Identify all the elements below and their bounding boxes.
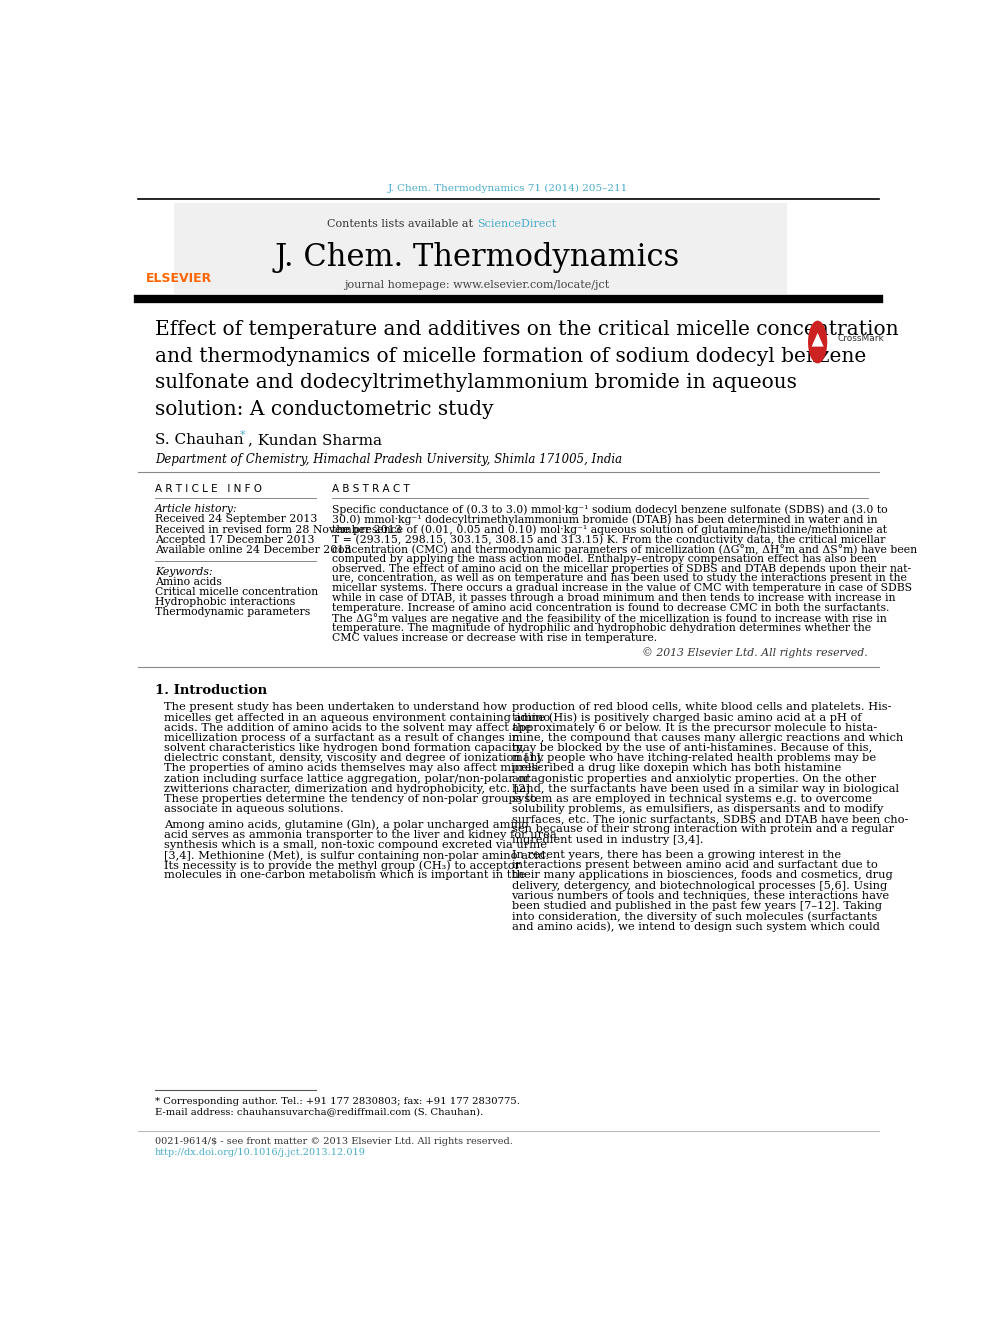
Text: Effect of temperature and additives on the critical micelle concentration
and th: Effect of temperature and additives on t…: [155, 320, 899, 419]
Text: ure, concentration, as well as on temperature and has been used to study the int: ure, concentration, as well as on temper…: [331, 573, 907, 583]
Text: Among amino acids, glutamine (Gln), a polar uncharged amino: Among amino acids, glutamine (Gln), a po…: [165, 819, 529, 830]
Text: Thermodynamic parameters: Thermodynamic parameters: [155, 607, 310, 617]
Text: tidine (His) is positively charged basic amino acid at a pH of: tidine (His) is positively charged basic…: [512, 713, 861, 724]
Text: acids. The addition of amino acids to the solvent may affect the: acids. The addition of amino acids to th…: [165, 722, 532, 733]
Text: ELSEVIER: ELSEVIER: [146, 271, 212, 284]
Text: been studied and published in the past few years [7–12]. Taking: been studied and published in the past f…: [512, 901, 882, 912]
Text: dielectric constant, density, viscosity and degree of ionization [1].: dielectric constant, density, viscosity …: [165, 753, 545, 763]
Text: observed. The effect of amino acid on the micellar properties of SDBS and DTAB d: observed. The effect of amino acid on th…: [331, 564, 911, 574]
Text: mine, the compound that causes many allergic reactions and which: mine, the compound that causes many alle…: [512, 733, 903, 744]
Text: many people who have itching-related health problems may be: many people who have itching-related hea…: [512, 753, 876, 763]
Text: The ΔG°m values are negative and the feasibility of the micellization is found t: The ΔG°m values are negative and the fea…: [331, 613, 887, 623]
Text: molecules in one-carbon metabolism which is important in the: molecules in one-carbon metabolism which…: [165, 871, 526, 880]
Text: production of red blood cells, white blood cells and platelets. His-: production of red blood cells, white blo…: [512, 703, 891, 712]
Text: synthesis which is a small, non-toxic compound excreted via urine: synthesis which is a small, non-toxic co…: [165, 840, 548, 849]
Text: zation including surface lattice aggregation, polar/non-polar or: zation including surface lattice aggrega…: [165, 774, 530, 783]
Text: The properties of amino acids themselves may also affect micelli-: The properties of amino acids themselves…: [165, 763, 543, 774]
Text: acid serves as ammonia transporter to the liver and kidney for urea: acid serves as ammonia transporter to th…: [165, 830, 558, 840]
Text: their many applications in biosciences, foods and cosmetics, drug: their many applications in biosciences, …: [512, 871, 892, 880]
Text: 1. Introduction: 1. Introduction: [155, 684, 267, 697]
Text: antagonistic properties and anxiolytic properties. On the other: antagonistic properties and anxiolytic p…: [512, 774, 876, 783]
Ellipse shape: [808, 320, 827, 364]
Text: the presence of (0.01, 0.05 and 0.10) mol·kg⁻¹ aqueous solution of glutamine/his: the presence of (0.01, 0.05 and 0.10) mo…: [331, 524, 887, 534]
FancyBboxPatch shape: [175, 204, 787, 294]
Text: associate in aqueous solutions.: associate in aqueous solutions.: [165, 804, 344, 814]
Text: J. Chem. Thermodynamics 71 (2014) 205–211: J. Chem. Thermodynamics 71 (2014) 205–21…: [388, 184, 629, 193]
Text: [3,4]. Methionine (Met), is sulfur containing non-polar amino acid.: [3,4]. Methionine (Met), is sulfur conta…: [165, 851, 550, 861]
Text: ingredient used in industry [3,4].: ingredient used in industry [3,4].: [512, 835, 703, 844]
Text: solubility problems, as emulsifiers, as dispersants and to modify: solubility problems, as emulsifiers, as …: [512, 804, 883, 814]
Text: A B S T R A C T: A B S T R A C T: [331, 484, 410, 493]
Text: Keywords:: Keywords:: [155, 566, 212, 577]
Text: Received 24 September 2013: Received 24 September 2013: [155, 515, 317, 524]
Text: system as are employed in technical systems e.g. to overcome: system as are employed in technical syst…: [512, 794, 872, 804]
Text: Its necessity is to provide the methyl group (CH₃) to acceptor: Its necessity is to provide the methyl g…: [165, 860, 521, 871]
Text: approximately 6 or below. It is the precursor molecule to hista-: approximately 6 or below. It is the prec…: [512, 722, 877, 733]
Text: A R T I C L E   I N F O: A R T I C L E I N F O: [155, 484, 262, 493]
Text: micelles get affected in an aqueous environment containing amino: micelles get affected in an aqueous envi…: [165, 713, 551, 722]
Text: T = (293.15, 298.15, 303.15, 308.15 and 313.15) K. From the conductivity data, t: T = (293.15, 298.15, 303.15, 308.15 and …: [331, 534, 885, 545]
Text: zwitterions character, dimerization and hydrophobicity, etc. [2].: zwitterions character, dimerization and …: [165, 783, 534, 794]
Text: Department of Chemistry, Himachal Pradesh University, Shimla 171005, India: Department of Chemistry, Himachal Prades…: [155, 452, 622, 466]
Text: temperature. Increase of amino acid concentration is found to decrease CMC in bo: temperature. Increase of amino acid conc…: [331, 603, 889, 613]
Text: delivery, detergency, and biotechnological processes [5,6]. Using: delivery, detergency, and biotechnologic…: [512, 881, 887, 890]
Text: E-mail address: chauhansuvarcha@rediffmail.com (S. Chauhan).: E-mail address: chauhansuvarcha@rediffma…: [155, 1107, 483, 1117]
Text: prescribed a drug like doxepin which has both histamine: prescribed a drug like doxepin which has…: [512, 763, 841, 774]
Text: These properties determine the tendency of non-polar groups to: These properties determine the tendency …: [165, 794, 537, 804]
Text: micellization process of a surfactant as a result of changes in: micellization process of a surfactant as…: [165, 733, 520, 744]
Text: Available online 24 December 2013: Available online 24 December 2013: [155, 545, 351, 554]
Text: © 2013 Elsevier Ltd. All rights reserved.: © 2013 Elsevier Ltd. All rights reserved…: [642, 647, 868, 658]
Text: Article history:: Article history:: [155, 504, 237, 515]
Text: *: *: [240, 430, 246, 439]
Text: * Corresponding author. Tel.: +91 177 2830803; fax: +91 177 2830775.: * Corresponding author. Tel.: +91 177 28…: [155, 1097, 520, 1106]
Text: hand, the surfactants have been used in a similar way in biological: hand, the surfactants have been used in …: [512, 783, 899, 794]
Text: 30.0) mmol·kg⁻¹ dodecyltrimethylammonium bromide (DTAB) has been determined in w: 30.0) mmol·kg⁻¹ dodecyltrimethylammonium…: [331, 515, 877, 525]
Text: Hydrophobic interactions: Hydrophobic interactions: [155, 597, 296, 607]
Text: computed by applying the mass action model. Enthalpy–entropy compensation effect: computed by applying the mass action mod…: [331, 554, 877, 564]
Text: concentration (CMC) and thermodynamic parameters of micellization (ΔG°m, ΔH°m an: concentration (CMC) and thermodynamic pa…: [331, 544, 917, 554]
Text: may be blocked by the use of anti-histamines. Because of this,: may be blocked by the use of anti-histam…: [512, 744, 872, 753]
Text: http://dx.doi.org/10.1016/j.jct.2013.12.019: http://dx.doi.org/10.1016/j.jct.2013.12.…: [155, 1148, 366, 1158]
Text: solvent characteristics like hydrogen bond formation capacity,: solvent characteristics like hydrogen bo…: [165, 744, 525, 753]
Text: J. Chem. Thermodynamics: J. Chem. Thermodynamics: [274, 242, 680, 273]
Text: into consideration, the diversity of such molecules (surfactants: into consideration, the diversity of suc…: [512, 912, 877, 922]
Text: micellar systems. There occurs a gradual increase in the value of CMC with tempe: micellar systems. There occurs a gradual…: [331, 583, 912, 593]
Text: sen because of their strong interaction with protein and a regular: sen because of their strong interaction …: [512, 824, 894, 835]
Text: S. Chauhan: S. Chauhan: [155, 433, 244, 447]
Text: temperature. The magnitude of hydrophilic and hydrophobic dehydration determines: temperature. The magnitude of hydrophili…: [331, 623, 871, 632]
Text: surfaces, etc. The ionic surfactants, SDBS and DTAB have been cho-: surfaces, etc. The ionic surfactants, SD…: [512, 814, 908, 824]
Text: and amino acids), we intend to design such system which could: and amino acids), we intend to design su…: [512, 921, 879, 931]
Text: Critical micelle concentration: Critical micelle concentration: [155, 587, 318, 597]
Text: The present study has been undertaken to understand how: The present study has been undertaken to…: [165, 703, 507, 712]
Text: , Kundan Sharma: , Kundan Sharma: [248, 433, 382, 447]
Text: while in case of DTAB, it passes through a broad minimum and then tends to incre: while in case of DTAB, it passes through…: [331, 593, 895, 603]
Text: In recent years, there has been a growing interest in the: In recent years, there has been a growin…: [512, 851, 840, 860]
Text: interactions present between amino acid and surfactant due to: interactions present between amino acid …: [512, 860, 877, 871]
Text: Contents lists available at: Contents lists available at: [327, 218, 476, 229]
Text: Specific conductance of (0.3 to 3.0) mmol·kg⁻¹ sodium dodecyl benzene sulfonate : Specific conductance of (0.3 to 3.0) mmo…: [331, 504, 887, 515]
Text: 0021-9614/$ - see front matter © 2013 Elsevier Ltd. All rights reserved.: 0021-9614/$ - see front matter © 2013 El…: [155, 1136, 513, 1146]
Text: CrossMark: CrossMark: [837, 335, 884, 344]
Text: CMC values increase or decrease with rise in temperature.: CMC values increase or decrease with ris…: [331, 632, 657, 643]
Text: journal homepage: www.elsevier.com/locate/jct: journal homepage: www.elsevier.com/locat…: [344, 280, 609, 291]
Text: Amino acids: Amino acids: [155, 577, 222, 587]
Text: various numbers of tools and techniques, these interactions have: various numbers of tools and techniques,…: [512, 890, 890, 901]
Text: Received in revised form 28 November 2013: Received in revised form 28 November 201…: [155, 524, 402, 534]
Text: Accepted 17 December 2013: Accepted 17 December 2013: [155, 534, 314, 545]
Text: ScienceDirect: ScienceDirect: [476, 218, 556, 229]
